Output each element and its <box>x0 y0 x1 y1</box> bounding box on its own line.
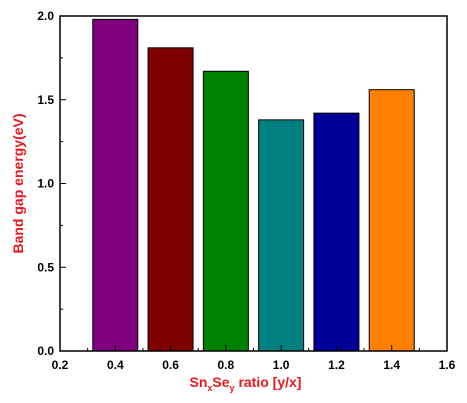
y-tick-label: 1.0 <box>37 177 54 191</box>
x-axis-title: SnxSey ratio [y/x] <box>190 374 302 393</box>
x-axis-title-sub-x: x <box>207 383 212 393</box>
bars-group <box>92 18 415 352</box>
y-tick-label: 2.0 <box>37 9 54 23</box>
x-tick-label: 0.8 <box>218 358 235 372</box>
y-tick-label: 0.5 <box>37 260 54 274</box>
x-tick-label: 1.2 <box>328 358 345 372</box>
x-axis-title-ratio: ratio [y/x] <box>235 374 302 390</box>
x-tick-label: 0.6 <box>162 358 179 372</box>
bar-1-2 <box>313 112 360 352</box>
x-tick-label: 1.0 <box>273 358 290 372</box>
y-axis-title: Band gap energy(eV) <box>10 113 26 253</box>
x-axis-title-sn: Sn <box>190 374 208 390</box>
bar-0-4 <box>92 18 139 352</box>
x-axis-title-sub-y: y <box>230 383 235 393</box>
x-tick-label: 0.4 <box>107 358 124 372</box>
ticks-group: 0.2 0.4 0.6 0.8 1.0 1.2 1.4 1.6 0.0 0.5 1.0 1.5 2.0 <box>37 9 455 372</box>
y-tick-label: 1.5 <box>37 93 54 107</box>
x-tick-label: 1.4 <box>383 358 400 372</box>
x-tick-label: 1.6 <box>439 358 456 372</box>
bar-0-6 <box>147 47 194 352</box>
x-tick-label: 0.2 <box>52 358 69 372</box>
x-axis-title-se: Se <box>212 374 229 390</box>
bar-1 <box>258 119 305 352</box>
bar-0-8 <box>202 70 249 352</box>
bar-1-4 <box>368 89 415 352</box>
y-tick-label: 0.0 <box>37 344 54 358</box>
